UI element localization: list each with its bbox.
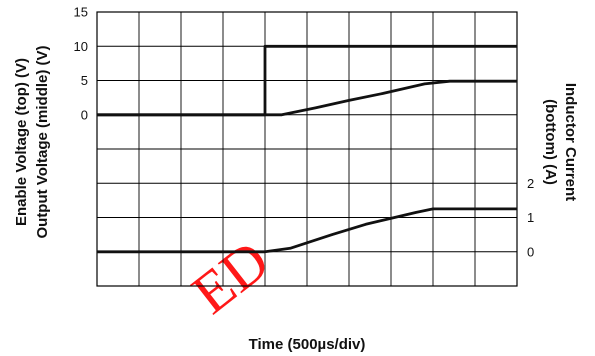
left-tick-label: 5: [81, 73, 88, 88]
left-axis-ticks: 15 10 5 0: [74, 5, 88, 123]
trace-line-3: [97, 207, 517, 254]
watermark: ED: [180, 227, 281, 326]
plot-border: [96, 11, 518, 287]
right-axis-title-2: (bottom) (A): [542, 99, 559, 185]
right-axis-title-1: Inductor Current: [562, 83, 579, 201]
right-axis-ticks: 2 1 0: [527, 176, 534, 260]
left-tick-label: 0: [81, 107, 88, 122]
plot-grid: [97, 12, 517, 286]
left-tick-label: 15: [74, 5, 88, 20]
plot-frame: [96, 11, 518, 287]
trace-line-2: [97, 79, 517, 117]
left-axis-title-1: Enable Voltage (top) (V): [13, 58, 30, 226]
right-tick-label: 1: [527, 210, 534, 225]
right-tick-label: 0: [527, 244, 534, 259]
left-tick-label: 10: [74, 39, 88, 54]
right-tick-label: 2: [527, 176, 534, 191]
x-axis-title: Time (500µs/div): [249, 336, 366, 353]
left-axis-title-2: Output Voltage (middle) (V): [34, 45, 51, 238]
signal-traces: [97, 44, 517, 254]
